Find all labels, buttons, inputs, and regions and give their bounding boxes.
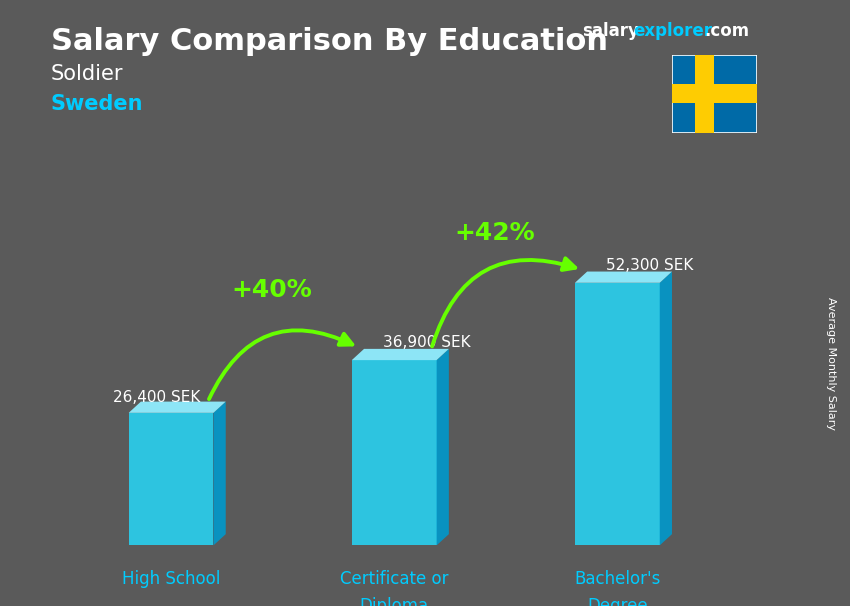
Polygon shape <box>575 283 660 545</box>
Text: 52,300 SEK: 52,300 SEK <box>606 258 694 273</box>
Polygon shape <box>695 55 714 133</box>
Text: Salary Comparison By Education: Salary Comparison By Education <box>51 27 608 56</box>
Polygon shape <box>660 271 672 545</box>
Polygon shape <box>128 413 213 545</box>
Polygon shape <box>352 349 449 360</box>
Text: 36,900 SEK: 36,900 SEK <box>383 335 471 350</box>
Text: Sweden: Sweden <box>51 94 144 114</box>
FancyArrowPatch shape <box>209 330 353 399</box>
Text: Average Monthly Salary: Average Monthly Salary <box>826 297 836 430</box>
Polygon shape <box>352 360 437 545</box>
Polygon shape <box>575 271 672 283</box>
Polygon shape <box>672 84 756 104</box>
Polygon shape <box>128 402 226 413</box>
Polygon shape <box>672 55 756 133</box>
Text: +40%: +40% <box>231 278 312 302</box>
Text: .com: .com <box>704 22 749 41</box>
Text: explorer: explorer <box>633 22 712 41</box>
Text: 26,400 SEK: 26,400 SEK <box>113 390 201 405</box>
Text: Soldier: Soldier <box>51 64 123 84</box>
Text: salary: salary <box>582 22 639 41</box>
Polygon shape <box>437 349 449 545</box>
FancyArrowPatch shape <box>432 258 575 347</box>
Text: +42%: +42% <box>454 221 535 245</box>
Polygon shape <box>213 402 226 545</box>
